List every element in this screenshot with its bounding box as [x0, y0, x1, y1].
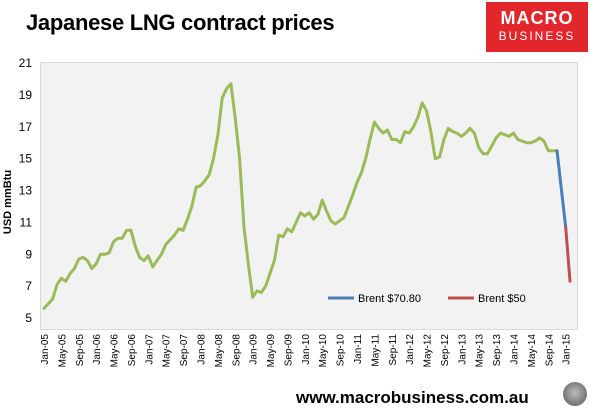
y-tick-label: 19 [19, 88, 33, 102]
y-tick-label: 13 [19, 184, 33, 198]
x-tick-label: Jan-09 [249, 334, 260, 365]
logo-line2: BUSINESS [498, 29, 576, 43]
legend-label: Brent $70.80 [358, 293, 421, 305]
x-tick-label: Sep-14 [544, 334, 555, 367]
x-tick-label: Jan-14 [509, 334, 520, 365]
x-tick-label: May-07 [162, 334, 173, 368]
x-tick-label: Jan-06 [92, 334, 103, 365]
macrobusiness-logo: MACRO BUSINESS [486, 2, 588, 52]
x-tick-label: Jan-07 [144, 334, 155, 365]
x-tick-label: Jan-08 [196, 334, 207, 365]
y-tick-label: 5 [25, 311, 32, 325]
x-tick-label: Jan-10 [301, 334, 312, 365]
y-tick-label: 9 [25, 247, 32, 261]
x-tick-label: Sep-12 [440, 334, 451, 367]
x-tick-label: Jan-15 [562, 334, 573, 365]
x-tick-label: May-09 [266, 334, 277, 368]
logo-line1: MACRO [500, 8, 574, 28]
x-tick-label: Jan-11 [353, 334, 364, 364]
y-tick-label: 11 [20, 215, 33, 229]
x-tick-label: Sep-13 [492, 334, 503, 367]
x-tick-label: May-11 [370, 334, 381, 367]
x-tick-label: May-05 [57, 334, 68, 368]
series-line-3 [564, 225, 572, 283]
x-tick-label: May-13 [475, 334, 486, 368]
y-tick-label: 17 [19, 120, 33, 134]
footer-url: www.macrobusiness.com.au [296, 388, 529, 407]
x-tick-label: Jan-13 [457, 334, 468, 365]
x-tick-label: Sep-08 [231, 334, 242, 367]
x-tick-label: Sep-11 [388, 334, 399, 366]
series-line-2 [555, 149, 568, 229]
x-tick-label: Sep-06 [127, 334, 138, 367]
chart-title: Japanese LNG contract prices [26, 10, 335, 35]
x-tick-label: Jan-12 [405, 334, 416, 365]
x-tick-label: Sep-09 [283, 334, 294, 367]
series-line-1 [42, 82, 559, 310]
y-tick-label: 21 [19, 56, 33, 70]
wolf-logo-icon [563, 382, 587, 406]
x-tick-label: May-08 [214, 334, 225, 368]
x-tick-label: May-10 [318, 334, 329, 368]
x-tick-label: May-14 [527, 334, 538, 368]
y-tick-label: 7 [25, 279, 32, 293]
x-tick-label: May-06 [110, 334, 121, 368]
plot-area [40, 62, 578, 330]
x-tick-label: Jan-05 [40, 334, 51, 365]
x-tick-label: Sep-10 [336, 334, 347, 367]
x-tick-label: Sep-07 [179, 334, 190, 367]
y-tick-label: 15 [19, 152, 33, 166]
x-tick-label: May-12 [423, 334, 434, 368]
y-axis-label: USD mmBtu [2, 169, 14, 235]
x-tick-label: Sep-05 [75, 334, 86, 367]
legend-label: Brent $50 [478, 293, 526, 305]
